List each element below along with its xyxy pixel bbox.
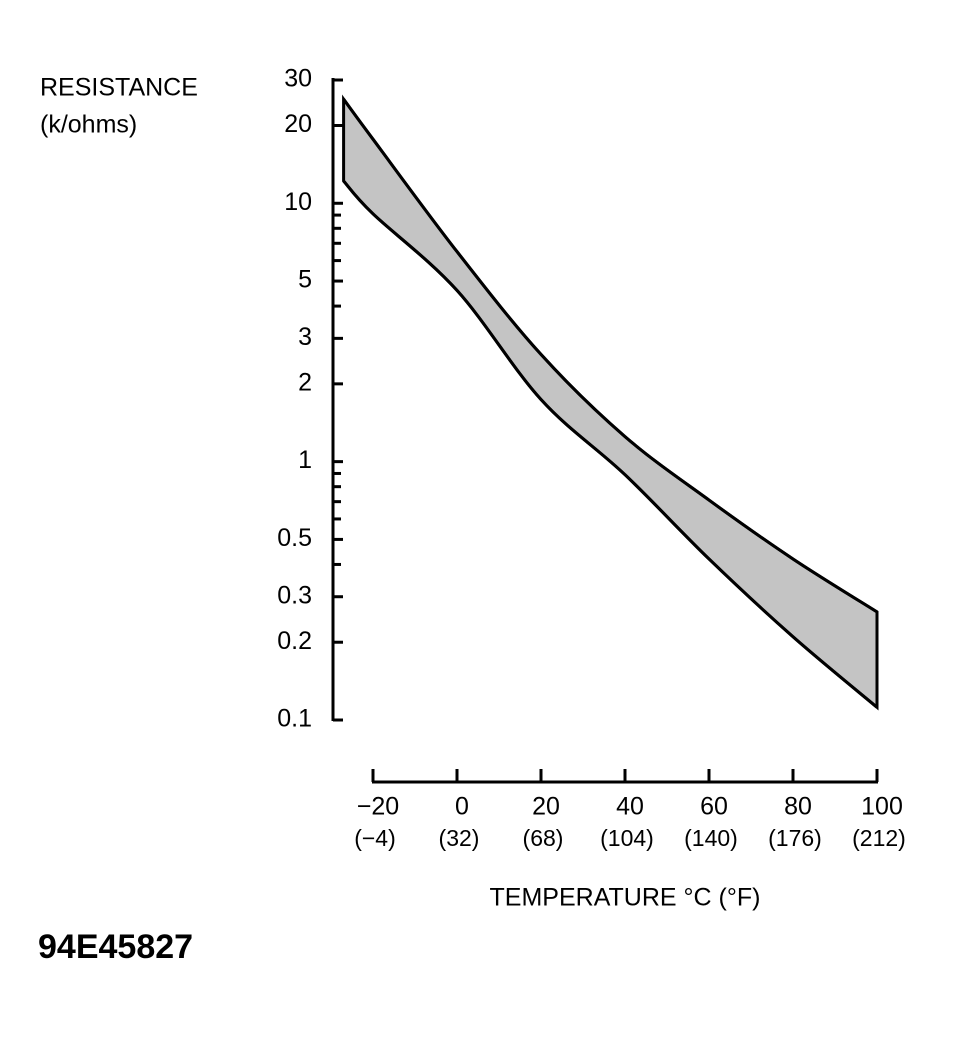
x-tick-label: 60 [700, 793, 728, 821]
band-edge [342, 98, 878, 614]
y-tick-label: 0.3 [277, 581, 312, 609]
y-tick-label: 2 [298, 368, 312, 396]
y-tick-label: 10 [284, 188, 312, 216]
x-axis-label: TEMPERATURE °C (°F) [490, 884, 761, 912]
y-tick-label: 0.2 [277, 627, 312, 655]
y-tick-label: 30 [284, 65, 312, 93]
y-tick-label: 5 [298, 266, 312, 294]
x-tick-sublabel: (68) [523, 825, 564, 851]
y-tick-label: 0.5 [277, 524, 312, 552]
x-tick-sublabel: (−4) [354, 825, 396, 851]
x-tick-label: −20 [357, 793, 399, 821]
y-tick-label: 3 [298, 323, 312, 351]
figure-id: 94E45827 [38, 928, 193, 966]
y-axis-label: (k/ohms) [40, 111, 137, 139]
x-tick-label: 100 [861, 793, 903, 821]
x-tick-label: 40 [616, 793, 644, 821]
x-tick-sublabel: (104) [600, 825, 654, 851]
y-tick-label: 20 [284, 110, 312, 138]
x-tick-label: 80 [784, 793, 812, 821]
x-tick-sublabel: (140) [684, 825, 738, 851]
y-tick-label: 1 [298, 446, 312, 474]
x-tick-label: 20 [532, 793, 560, 821]
x-tick-sublabel: (212) [852, 825, 906, 851]
x-tick-sublabel: (176) [768, 825, 822, 851]
y-tick-label: 0.1 [277, 705, 312, 733]
y-axis-label: RESISTANCE [40, 74, 198, 102]
x-tick-sublabel: (32) [439, 825, 480, 851]
x-tick-label: 0 [455, 793, 469, 821]
band-edge [342, 179, 878, 709]
band-fill [342, 94, 879, 711]
